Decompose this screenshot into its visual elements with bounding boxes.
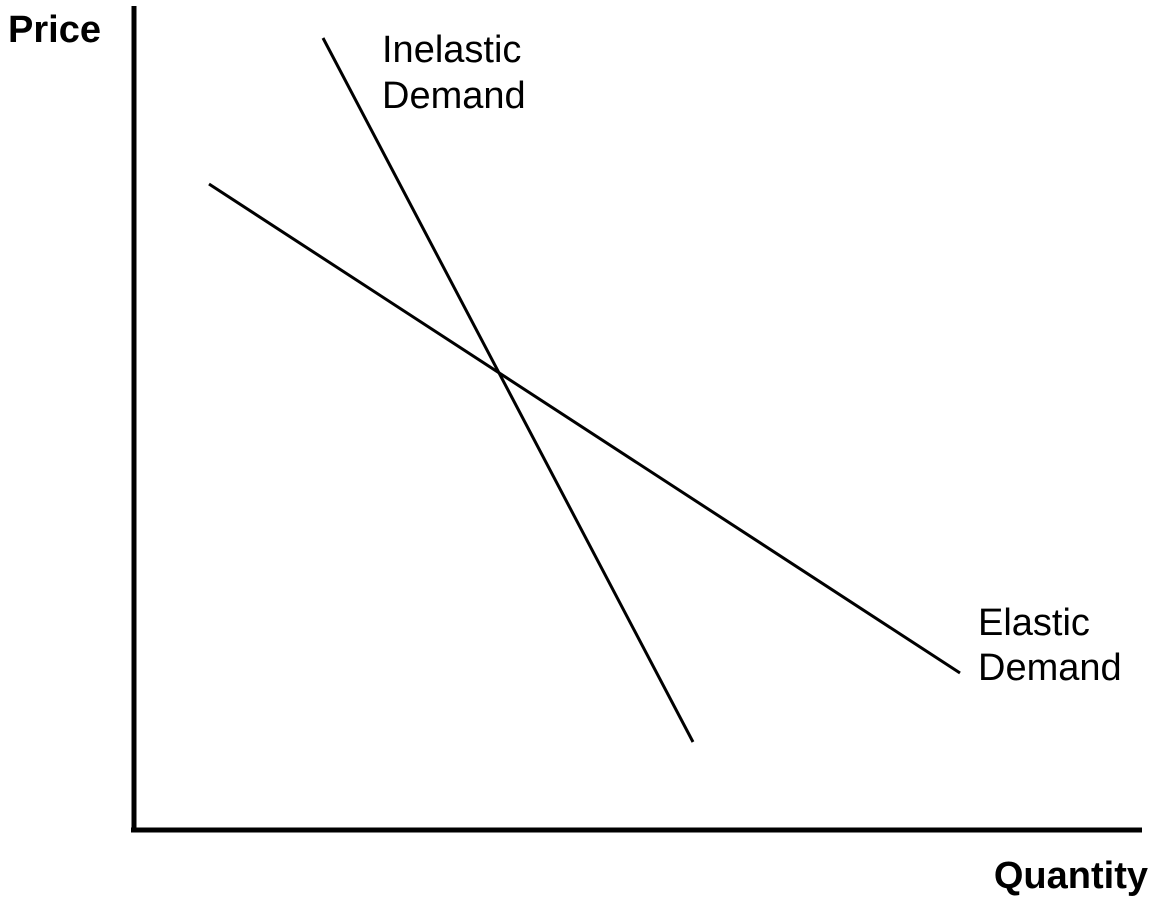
inelastic-demand-label: Inelastic Demand [382, 29, 532, 117]
elastic-label-line2: Demand [978, 647, 1122, 689]
inelastic-label-line2: Demand [382, 75, 526, 117]
elastic-demand-label: Elastic Demand [978, 602, 1122, 689]
y-axis-label: Price [8, 9, 101, 51]
inelastic-label-line1: Inelastic [382, 29, 521, 71]
elastic-demand-curve [208, 182, 961, 675]
inelastic-demand-curve [321, 37, 695, 743]
elastic-label-line1: Elastic [978, 602, 1090, 644]
x-axis-label: Quantity [994, 855, 1148, 897]
